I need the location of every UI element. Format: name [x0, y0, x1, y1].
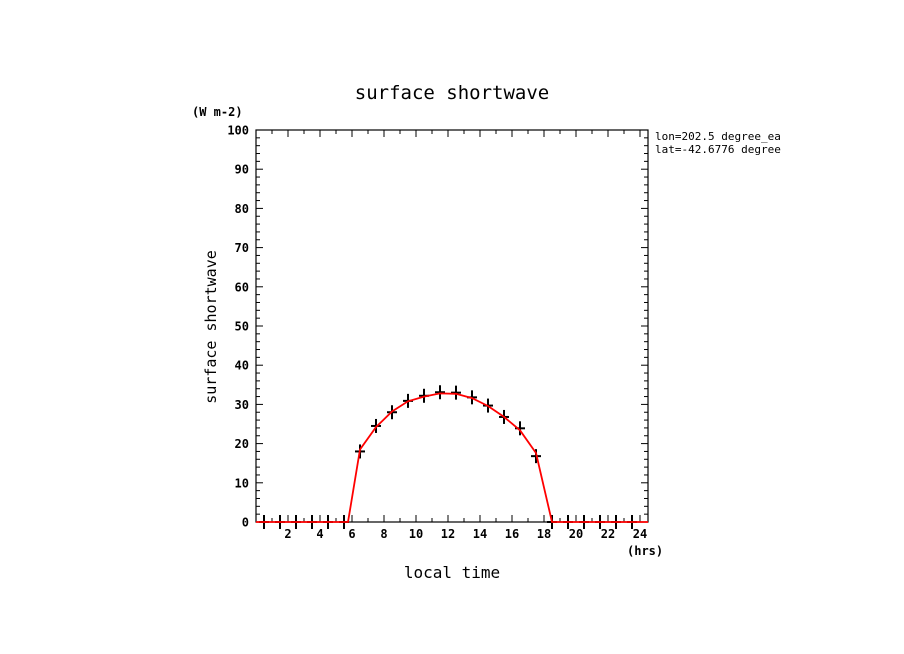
y-tick-label: 90 [235, 163, 249, 177]
data-point [435, 385, 445, 400]
y-tick-label: 50 [235, 320, 249, 334]
y-tick-label: 0 [242, 516, 249, 530]
chart-title: surface shortwave [355, 82, 549, 104]
y-tick-label: 30 [235, 398, 249, 412]
x-tick-label: 4 [316, 527, 323, 541]
x-tick-label: 2 [284, 527, 291, 541]
x-tick-label: 24 [633, 527, 647, 541]
y-tick-label: 10 [235, 476, 249, 490]
y-tick-label: 20 [235, 437, 249, 451]
x-tick-label: 8 [380, 527, 387, 541]
y-tick-label: 80 [235, 202, 249, 216]
x-tick-labels: 2 4 6 8 10 12 14 16 18 20 22 24 [284, 527, 647, 541]
x-tick-label: 22 [601, 527, 615, 541]
data-point [451, 385, 461, 400]
data-markers [259, 385, 637, 529]
y-tick-labels: 0 10 20 30 40 50 60 70 80 90 100 [227, 124, 249, 530]
x-tick-label: 18 [537, 527, 551, 541]
y-tick-label: 60 [235, 280, 249, 294]
annotation-lon: lon=202.5 degree_ea [655, 130, 781, 143]
y-tick-label: 100 [227, 124, 249, 138]
x-tick-label: 20 [569, 527, 583, 541]
plot-frame [255, 129, 649, 523]
x-tick-label: 16 [505, 527, 519, 541]
x-tick-label: 6 [348, 527, 355, 541]
y-tick-label: 70 [235, 241, 249, 255]
y-axis-label: surface shortwave [202, 250, 220, 404]
x-tick-label: 12 [441, 527, 455, 541]
x-tick-label: 14 [473, 527, 487, 541]
x-unit-label: (hrs) [627, 544, 663, 558]
y-tick-label: 40 [235, 359, 249, 373]
y-unit-label: (W m-2) [192, 105, 243, 119]
x-tick-label: 10 [409, 527, 423, 541]
series-line [256, 392, 648, 523]
annotation-lat: lat=-42.6776 degree [655, 143, 781, 156]
axis-ticks [256, 129, 648, 523]
x-axis-label: local time [404, 563, 500, 582]
